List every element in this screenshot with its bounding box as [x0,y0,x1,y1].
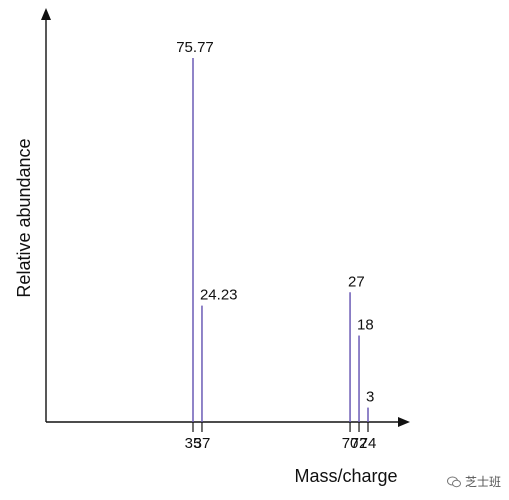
data-stems [192,58,369,422]
data-labels: 75.77 24.23 27 18 3 [176,39,374,406]
data-label-72: 18 [357,317,374,334]
wechat-icon [446,476,461,487]
watermark: 芝士班 [446,473,501,490]
y-axis-title: Relative abundance [14,138,34,297]
tick-label-74: 74 [360,435,377,452]
x-axis-arrow [398,417,410,427]
x-axis-title: Mass/charge [294,466,397,486]
watermark-text: 芝士班 [464,475,501,489]
tick-label-72: 72 [351,435,368,452]
axes [41,8,410,427]
tick-label-70: 70 [342,435,359,452]
tick-label-37: 37 [194,435,211,452]
data-label-37: 24.23 [200,287,238,304]
data-label-35: 75.77 [176,39,214,56]
data-label-74: 3 [366,389,374,406]
data-label-70: 27 [348,273,365,290]
tick-label-35: 35 [185,435,202,452]
y-axis-arrow [41,8,51,20]
